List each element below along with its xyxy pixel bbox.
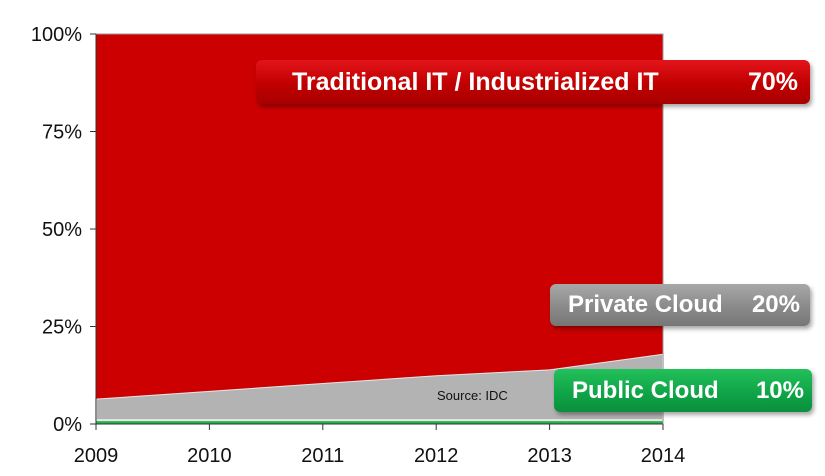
x-tick-label: 2014 [641, 445, 686, 467]
x-tick-label: 2012 [414, 445, 459, 467]
axes: 0% 25% 50% 75% 100% 2009 2010 2011 2012 2013 2014 [31, 24, 685, 467]
source-note: Source: IDC [437, 388, 508, 403]
x-tick-label: 2009 [74, 445, 119, 467]
y-tick-label: 75% [42, 122, 82, 144]
y-tick-label: 100% [31, 24, 82, 46]
traditional-it-callout: Traditional IT / Industrialized IT 70% [256, 60, 810, 104]
public-cloud-callout: Public Cloud 10% [554, 369, 812, 412]
plot-area [95, 34, 664, 424]
public-cloud-label: Public Cloud [572, 376, 719, 404]
y-tick-label: 25% [42, 317, 82, 339]
traditional-it-label: Traditional IT / Industrialized IT [292, 67, 659, 96]
private-cloud-value: 20% [751, 291, 800, 318]
private-cloud-callout: Private Cloud 20% [550, 284, 810, 326]
traditional-it-value: 70% [747, 67, 798, 96]
public-cloud-value: 10% [755, 376, 804, 404]
x-tick-label: 2011 [301, 445, 344, 467]
y-tick-label: 50% [42, 219, 82, 241]
area-traditional-it-industrialized-it [96, 34, 663, 399]
x-tick-label: 2010 [187, 445, 232, 467]
private-cloud-label: Private Cloud [568, 291, 723, 318]
y-tick-label: 0% [53, 414, 82, 436]
x-tick-label: 2013 [527, 445, 572, 467]
